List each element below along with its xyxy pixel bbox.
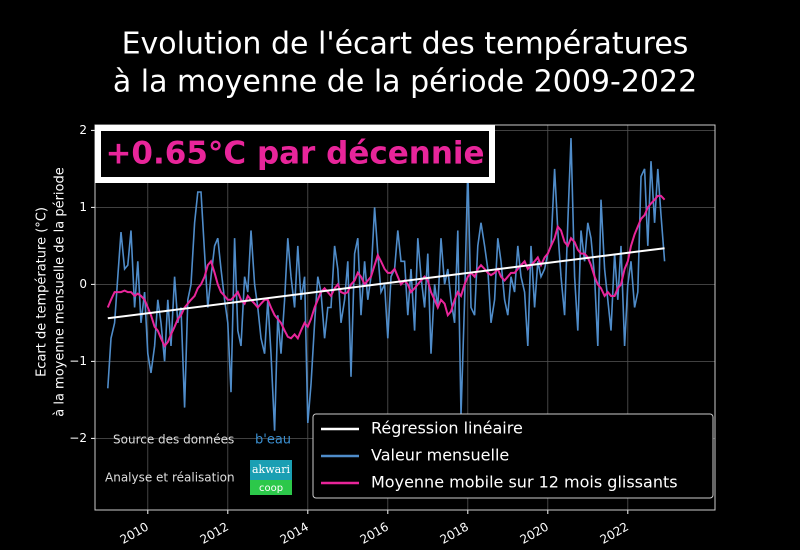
legend-label: Valeur mensuelle	[371, 446, 509, 465]
series-line	[107, 247, 665, 320]
logo-text: akwari	[252, 463, 290, 476]
y-tick-label: 2	[79, 123, 87, 137]
chart-title: Evolution de l'écart des températures	[122, 27, 689, 62]
y-tick-label: 1	[79, 200, 87, 214]
y-tick-label: −2	[69, 431, 87, 445]
chart-title: à la moyenne de la période 2009-2022	[113, 65, 697, 100]
legend-box	[312, 413, 714, 499]
y-axis-label: à la moyenne mensuelle de la période	[53, 167, 68, 417]
series-line	[107, 138, 666, 431]
annotation: +0.65°C par décennie	[105, 136, 484, 172]
legend: Régression linéaire Valeur mensuelle Moyen…	[312, 413, 714, 499]
series-line	[106, 194, 666, 348]
annotation-box	[95, 125, 495, 183]
credit-source-logo: b'eau	[255, 433, 291, 448]
credit-source: Source des données	[113, 433, 234, 447]
legend-label: Moyenne mobile sur 12 mois glissants	[371, 473, 678, 492]
credit-analysis: Analyse et réalisation	[105, 471, 235, 485]
overlay: +0.65°C par décennie Source des données …	[95, 125, 495, 495]
logo-top	[250, 460, 292, 480]
logo-bottom	[250, 480, 292, 495]
y-tick-label: 0	[79, 277, 87, 291]
logo-text: coop	[259, 483, 283, 494]
y-tick-label: −1	[69, 354, 87, 368]
y-axis-label: Ecart de température (°C)	[35, 207, 50, 377]
legend-label: Régression linéaire	[371, 419, 523, 438]
